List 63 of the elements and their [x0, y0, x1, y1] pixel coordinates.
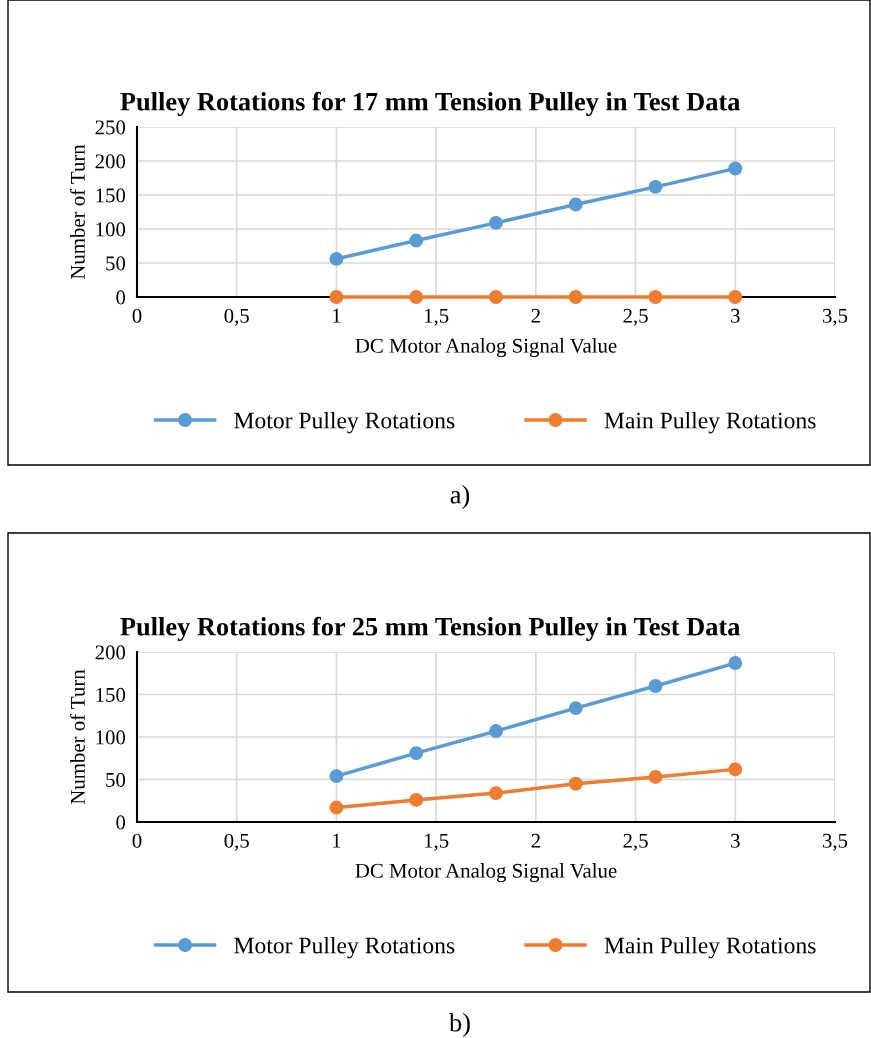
point — [409, 746, 424, 761]
legend-label: Motor Pulley Rotations — [234, 936, 455, 959]
legend-label: Main Pulley Rotations — [604, 936, 816, 959]
point — [329, 800, 344, 815]
x-tick-label: 2 — [531, 308, 540, 323]
x-tick-label: 1,5 — [424, 308, 449, 326]
x-tick-label: 1,5 — [424, 833, 449, 851]
y-tick-label: 0 — [116, 290, 126, 305]
point — [409, 792, 424, 807]
x-tick-label: 2,5 — [623, 833, 648, 851]
y-axis-title: Number of Turn — [69, 144, 85, 280]
point — [648, 770, 663, 784]
point — [489, 786, 503, 801]
x-tick-label: 0,5 — [224, 833, 249, 851]
y-tick-label: 50 — [106, 772, 126, 787]
y-tick-label: 200 — [95, 154, 126, 169]
point — [568, 701, 583, 716]
point — [568, 290, 583, 304]
y-tick-label: 100 — [96, 222, 126, 237]
legend-label: Main Pulley Rotations — [604, 411, 816, 434]
x-tick-label: 0 — [132, 308, 142, 323]
x-tick-label: 3,5 — [822, 833, 848, 851]
point — [409, 233, 424, 248]
y-tick-label: 50 — [106, 256, 126, 271]
x-tick-label: 0 — [132, 833, 142, 848]
x-axis-title: DC Motor Analog Signal Value — [355, 338, 617, 358]
point — [648, 679, 663, 693]
point — [728, 762, 743, 777]
point — [648, 290, 663, 304]
x-tick-label: 2,5 — [623, 308, 648, 326]
chart-title: Pulley Rotations for 17 mm Tension Pulley in Test Data — [120, 91, 741, 117]
point — [568, 197, 583, 212]
x-tick-label: 0,5 — [224, 308, 249, 326]
y-tick-label: 0 — [116, 815, 126, 830]
x-tick-label: 1 — [333, 308, 341, 323]
point — [329, 251, 344, 266]
point — [329, 290, 344, 304]
point — [489, 724, 503, 738]
x-tick-label: 3 — [731, 308, 740, 323]
chart-title: Pulley Rotations for 25 mm Tension Pulley in Test Data — [120, 616, 741, 642]
point — [648, 179, 663, 194]
x-tick-label: 3 — [731, 833, 740, 848]
text: b) — [449, 1013, 470, 1037]
text: a) — [450, 485, 470, 509]
y-tick-label: 100 — [96, 730, 126, 745]
point — [728, 656, 743, 670]
y-axis-title: Number of Turn — [69, 669, 85, 805]
point — [728, 161, 743, 176]
point — [489, 215, 503, 230]
x-tick-label: 1 — [333, 833, 341, 848]
legend-label: Motor Pulley Rotations — [234, 411, 455, 434]
point — [489, 290, 503, 304]
point — [568, 776, 583, 791]
x-tick-label: 3,5 — [822, 308, 848, 326]
y-tick-label: 150 — [96, 188, 126, 203]
x-axis-title: DC Motor Analog Signal Value — [355, 863, 617, 883]
point — [329, 769, 344, 784]
y-tick-label: 200 — [95, 645, 126, 660]
y-tick-label: 150 — [96, 687, 126, 702]
y-tick-label: 250 — [95, 120, 126, 135]
point — [409, 290, 424, 304]
x-tick-label: 2 — [531, 833, 540, 848]
point — [728, 290, 743, 304]
